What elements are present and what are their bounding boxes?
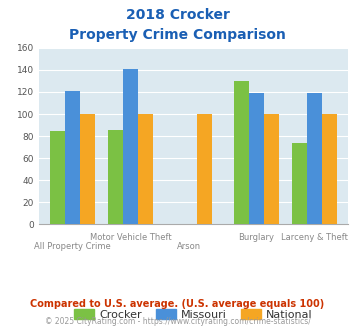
Bar <box>292 143 307 224</box>
Text: Motor Vehicle Theft: Motor Vehicle Theft <box>90 233 172 242</box>
Bar <box>138 114 153 224</box>
Bar <box>80 114 95 224</box>
Text: Arson: Arson <box>177 242 201 251</box>
Bar <box>248 93 264 224</box>
Bar <box>322 114 337 224</box>
Text: Burglary: Burglary <box>238 233 274 242</box>
Bar <box>234 81 248 224</box>
Text: Property Crime Comparison: Property Crime Comparison <box>69 28 286 42</box>
Bar <box>50 131 65 224</box>
Bar <box>108 129 123 224</box>
Text: 2018 Crocker: 2018 Crocker <box>126 8 229 22</box>
Text: All Property Crime: All Property Crime <box>34 242 111 251</box>
Bar <box>65 91 80 224</box>
Bar <box>197 114 212 224</box>
Bar <box>307 93 322 224</box>
Text: Larceny & Theft: Larceny & Theft <box>281 233 348 242</box>
Bar <box>123 69 138 224</box>
Text: Compared to U.S. average. (U.S. average equals 100): Compared to U.S. average. (U.S. average … <box>31 299 324 309</box>
Text: © 2025 CityRating.com - https://www.cityrating.com/crime-statistics/: © 2025 CityRating.com - https://www.city… <box>45 317 310 326</box>
Bar <box>264 114 279 224</box>
Legend: Crocker, Missouri, National: Crocker, Missouri, National <box>70 304 317 324</box>
